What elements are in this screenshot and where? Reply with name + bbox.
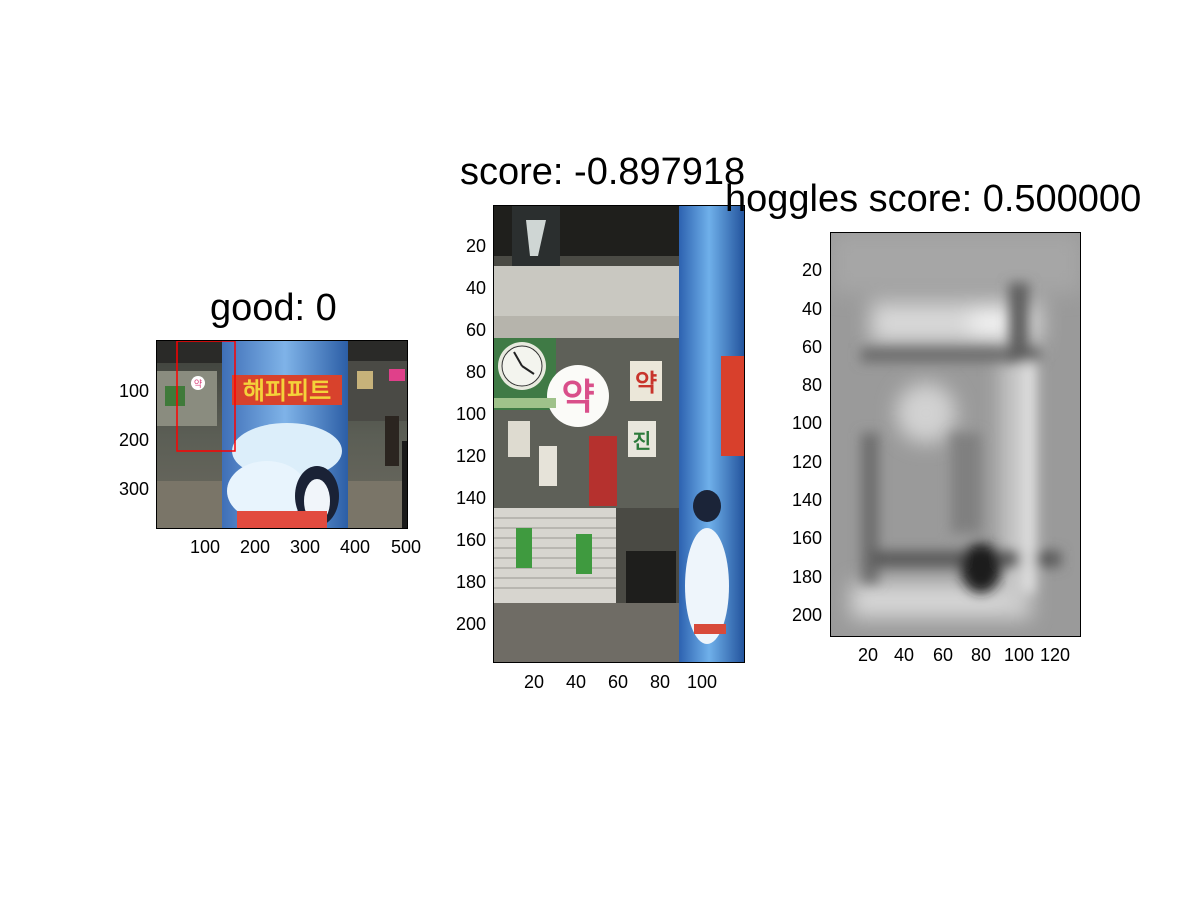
y-tick: 180 bbox=[455, 572, 486, 592]
y-tick: 200 bbox=[118, 430, 149, 450]
y-tick: 160 bbox=[791, 528, 822, 548]
x-tick: 80 bbox=[970, 645, 992, 665]
y-tick: 40 bbox=[465, 278, 486, 298]
x-tick: 60 bbox=[607, 672, 629, 692]
x-tick: 80 bbox=[649, 672, 671, 692]
x-tick: 40 bbox=[565, 672, 587, 692]
y-tick: 80 bbox=[465, 362, 486, 382]
y-tick: 80 bbox=[801, 375, 822, 395]
y-tick: 100 bbox=[118, 381, 149, 401]
sign-char-small: 약 bbox=[194, 378, 202, 390]
poster-title-text: 해피피트 bbox=[243, 377, 331, 405]
x-tick: 100 bbox=[686, 672, 718, 692]
x-tick: 20 bbox=[523, 672, 545, 692]
shop-char-2: 진 bbox=[633, 429, 651, 453]
panel2-axes: 약 약 진 bbox=[493, 205, 745, 663]
y-tick: 200 bbox=[455, 614, 486, 634]
panel3-title: hoggles score: 0.500000 bbox=[725, 178, 1142, 220]
y-tick: 60 bbox=[801, 337, 822, 357]
panel1-axes: 해피피트 약 bbox=[156, 340, 408, 529]
shop-char-1: 약 bbox=[635, 369, 657, 397]
y-tick: 20 bbox=[801, 260, 822, 280]
hoggles-grayscale-visualization bbox=[831, 233, 1080, 636]
y-tick: 20 bbox=[465, 236, 486, 256]
x-tick: 500 bbox=[390, 537, 422, 557]
y-tick: 120 bbox=[455, 446, 486, 466]
y-tick: 100 bbox=[455, 404, 486, 424]
panel2-title: score: -0.897918 bbox=[460, 151, 746, 193]
y-tick: 140 bbox=[791, 490, 822, 510]
x-tick: 100 bbox=[189, 537, 221, 557]
panel3-axes bbox=[830, 232, 1081, 637]
subway-poster-photo: 해피피트 약 bbox=[157, 341, 407, 528]
y-tick: 160 bbox=[455, 530, 486, 550]
y-tick: 60 bbox=[465, 320, 486, 340]
x-tick: 60 bbox=[932, 645, 954, 665]
y-tick: 100 bbox=[791, 413, 822, 433]
x-tick: 200 bbox=[239, 537, 271, 557]
x-tick: 120 bbox=[1039, 645, 1071, 665]
pharmacy-sign-char: 약 bbox=[561, 377, 594, 418]
x-tick: 300 bbox=[289, 537, 321, 557]
pharmacy-crop-photo: 약 약 진 bbox=[494, 206, 744, 662]
x-tick: 400 bbox=[339, 537, 371, 557]
x-tick: 40 bbox=[893, 645, 915, 665]
y-tick: 300 bbox=[118, 479, 149, 499]
y-tick: 200 bbox=[791, 605, 822, 625]
detection-box bbox=[176, 341, 236, 452]
y-tick: 180 bbox=[791, 567, 822, 587]
x-tick: 20 bbox=[857, 645, 879, 665]
panel1-title: good: 0 bbox=[210, 287, 337, 329]
x-tick: 100 bbox=[1003, 645, 1035, 665]
y-tick: 120 bbox=[791, 452, 822, 472]
y-tick: 40 bbox=[801, 299, 822, 319]
y-tick: 140 bbox=[455, 488, 486, 508]
